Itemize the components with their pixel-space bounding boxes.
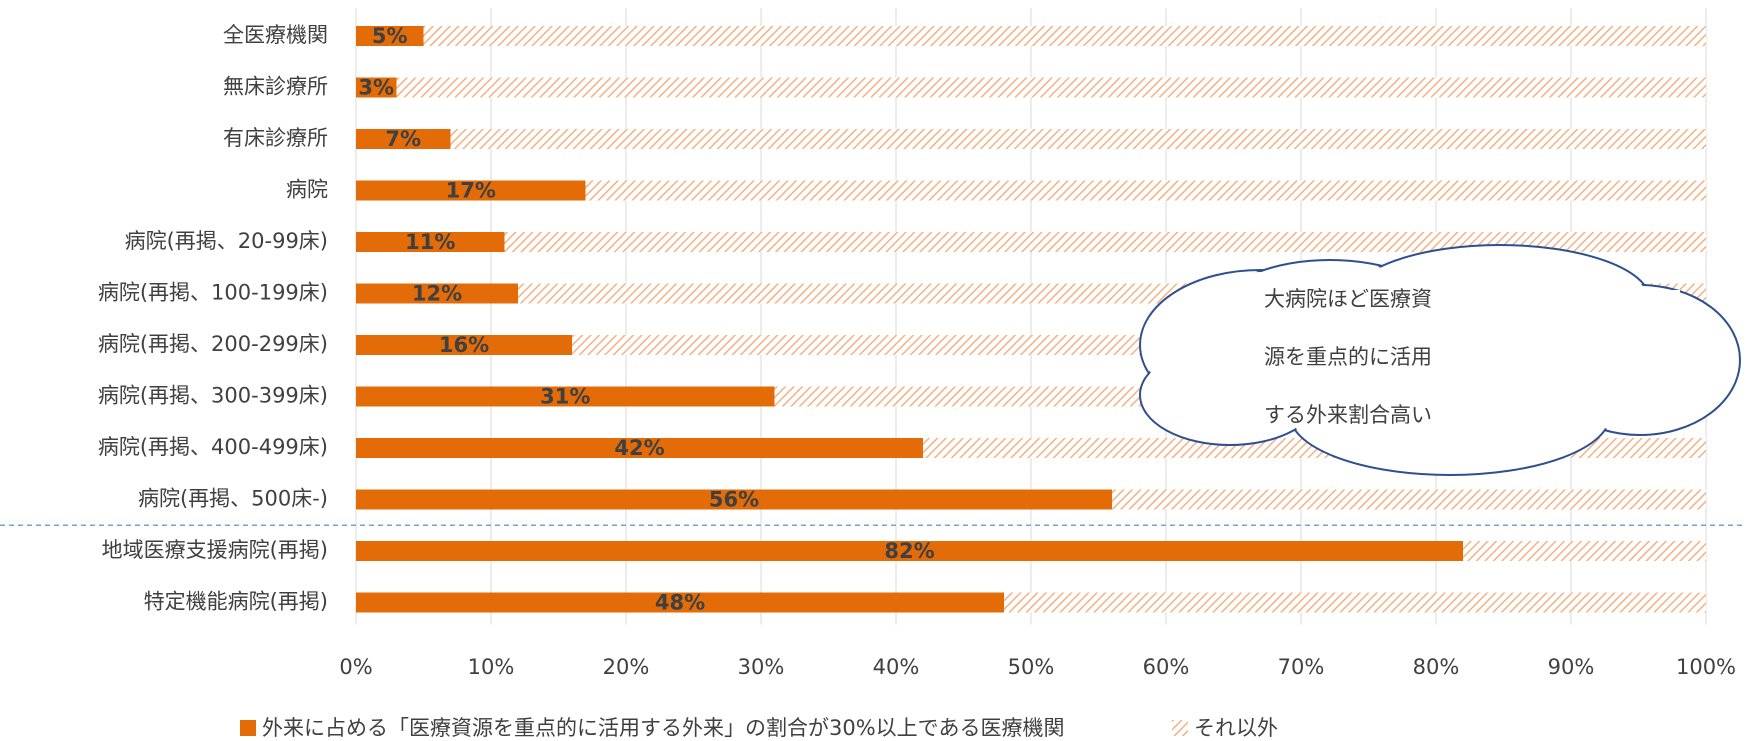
bar-segment [356,232,505,252]
bar-segment [356,77,397,98]
bar-segment [356,541,1463,561]
bar-segment [356,438,923,458]
y-tick-label: 病院(再掲、500床-) [138,487,328,511]
value-label: 48% [655,591,705,615]
x-tick-label: 20% [603,655,650,679]
x-tick-label: 70% [1278,655,1325,679]
value-label: 11% [405,230,455,254]
y-tick-label: 有床診療所 [223,126,328,150]
bar-segment [1463,541,1706,561]
legend-label: それ以外 [1194,716,1278,740]
annotation-line: 源を重点的に活用 [1264,345,1432,369]
value-label: 42% [614,436,664,460]
y-tick-label: 病院(再掲、20-99床) [125,229,328,253]
y-tick-label: 全医療機関 [223,23,328,47]
x-tick-label: 0% [339,655,372,679]
value-label: 82% [884,539,934,563]
bar-segment [356,592,1004,613]
bar-segment [356,335,572,355]
value-label: 56% [709,488,759,512]
value-label: 7% [385,127,421,151]
x-tick-label: 30% [738,655,785,679]
x-tick-label: 60% [1143,655,1190,679]
y-tick-label: 病院(再掲、300-399床) [98,384,328,408]
x-tick-label: 40% [873,655,920,679]
value-label: 12% [412,282,462,306]
x-tick-label: 50% [1008,655,1055,679]
annotation-line: する外来割合高い [1264,403,1432,427]
bar-segment [1004,592,1706,613]
y-tick-label: 無床診療所 [223,75,328,99]
bar-segment [1112,489,1706,510]
x-tick-label: 80% [1413,655,1460,679]
legend-label: 外来に占める「医療資源を重点的に活用する外来」の割合が30%以上である医療機関 [262,716,1064,740]
value-label: 31% [540,385,590,409]
x-tick-label: 90% [1548,655,1595,679]
y-tick-label: 地域医療支援病院(再掲) [102,538,328,562]
y-tick-label: 病院(再掲、200-299床) [98,332,328,356]
y-tick-label: 病院(再掲、400-499床) [98,435,328,459]
bar-segment [356,129,451,149]
annotation-line: 大病院ほど医療資 [1264,287,1432,311]
legend-swatch [240,720,256,736]
bar-segment [356,283,518,304]
annotation-cloud [1139,244,1741,476]
bar-segment [356,180,586,201]
bar-segment [356,26,424,46]
y-tick-label: 病院 [286,178,328,202]
bar-segment [450,129,1706,149]
bar-segment [356,489,1112,510]
y-tick-label: 特定機能病院(再掲) [144,590,328,614]
bar-segment [356,386,775,407]
bar-segment [504,232,1706,252]
bar-segment [585,180,1706,201]
value-label: 5% [372,24,408,48]
x-tick-label: 10% [468,655,515,679]
value-label: 16% [439,333,489,357]
y-tick-label: 病院(再掲、100-199床) [98,281,328,305]
value-label: 3% [358,76,394,100]
legend-swatch [1172,720,1188,736]
bar-segment [396,77,1706,98]
value-label: 17% [446,179,496,203]
x-tick-label: 100% [1676,655,1736,679]
bar-segment [423,26,1706,46]
